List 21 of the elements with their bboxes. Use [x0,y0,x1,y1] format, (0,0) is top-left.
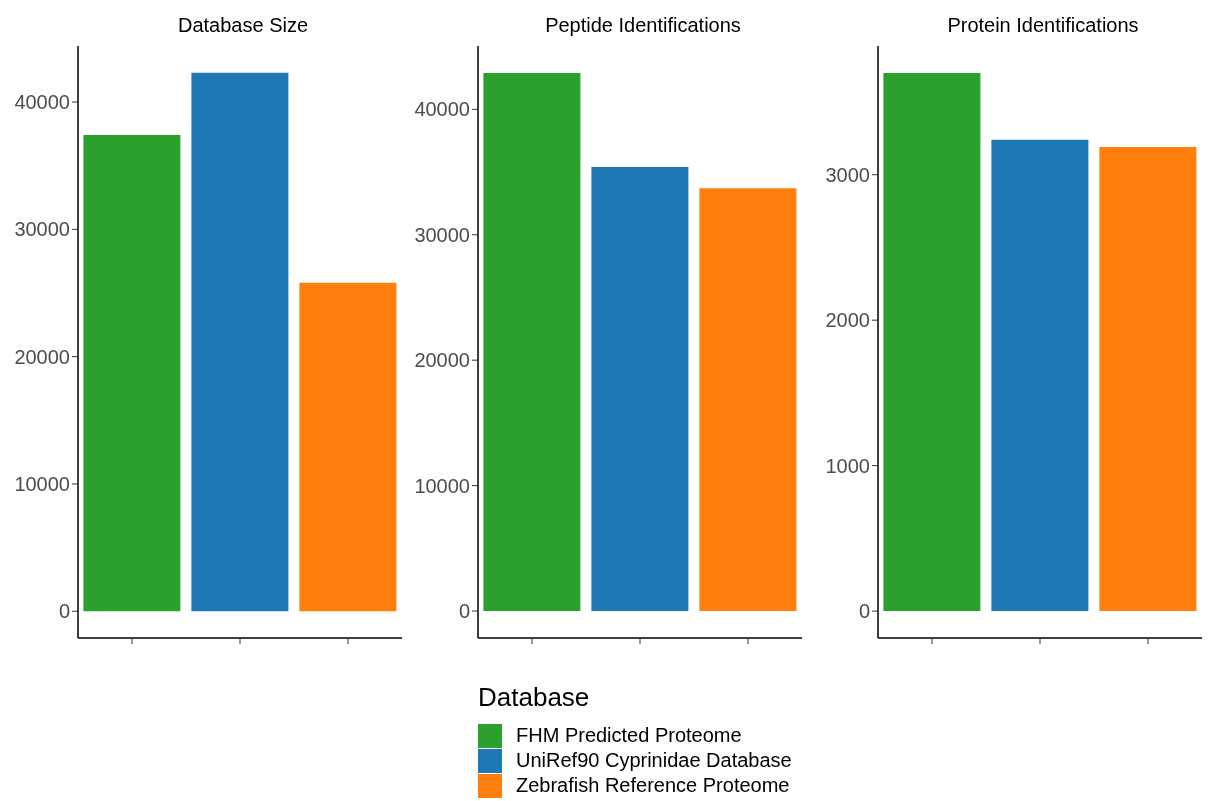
y-tick-label: 30000 [414,223,470,246]
legend-title: Database [478,682,591,713]
chart-title: Database Size [176,13,310,38]
legend-label: FHM Predicted Proteome [516,724,742,747]
y-tick-label: 2000 [825,309,870,332]
y-tick-label: 1000 [825,454,870,477]
y-tick-label: 20000 [14,345,70,368]
y-tick-label: 30000 [14,218,70,241]
y-tick-label: 10000 [14,473,70,496]
y-tick-label: 40000 [414,98,470,121]
y-tick-label: 3000 [825,163,870,186]
chart-title: Protein Identifications [946,13,1140,38]
y-tick-label: 20000 [414,349,470,372]
y-tick-label: 10000 [414,474,470,497]
legend-label: UniRef90 Cyprinidae Database [516,749,792,772]
chart-title: Peptide Identifications [544,13,742,38]
y-tick-label: 0 [858,600,870,623]
y-tick-label: 40000 [14,91,70,114]
y-tick-label: 0 [458,600,470,623]
legend-label: Zebrafish Reference Proteome [516,774,790,797]
y-tick-label: 0 [58,600,70,623]
